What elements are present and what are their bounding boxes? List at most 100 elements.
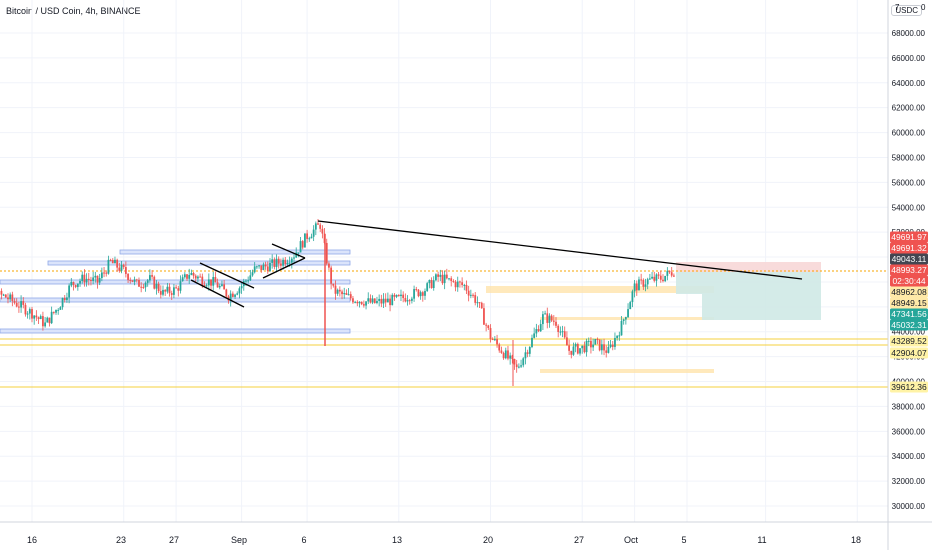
- time-tick-label: 20: [483, 535, 493, 545]
- candle-body: [295, 252, 298, 258]
- price-tag-label: 42904.07: [891, 348, 927, 358]
- price-tag-bg: [890, 308, 928, 320]
- candle-body: [271, 259, 274, 263]
- candle-body: [563, 331, 566, 338]
- candle-body: [90, 279, 92, 282]
- candle-body: [260, 265, 263, 271]
- candle-body: [507, 350, 509, 359]
- candle-body: [439, 274, 442, 277]
- candle-body: [670, 272, 673, 276]
- candle-body: [550, 315, 553, 321]
- candle-body: [408, 300, 411, 302]
- price-tick-label: 34000.00: [892, 452, 926, 461]
- candle-body: [325, 242, 328, 264]
- candle-body: [266, 266, 269, 272]
- candle-body: [583, 345, 586, 353]
- stop-loss-zone: [676, 262, 702, 272]
- candle-body: [138, 279, 140, 287]
- candle-body: [74, 284, 77, 288]
- candle-body: [546, 313, 549, 323]
- candle-body: [116, 259, 119, 268]
- price-tag-label: 48949.15: [891, 298, 927, 308]
- candle-body: [417, 289, 420, 297]
- candle-body: [581, 345, 584, 349]
- candle-body: [142, 286, 145, 288]
- candle-body: [404, 298, 407, 302]
- candle-body: [662, 279, 664, 282]
- candle-body: [293, 257, 295, 259]
- candle-body: [635, 283, 638, 291]
- candle-body: [498, 344, 501, 351]
- candle-body: [338, 289, 341, 292]
- candle-body: [397, 294, 400, 297]
- candle-body: [555, 321, 557, 326]
- resistance-band: [486, 286, 714, 293]
- candle-body: [9, 294, 12, 300]
- candle-body: [216, 282, 219, 288]
- candle-body: [624, 317, 627, 320]
- candle-body: [146, 280, 149, 283]
- price-tag-label: 43289.52: [891, 336, 927, 346]
- candle-body: [107, 259, 110, 274]
- candle-body: [620, 320, 623, 336]
- candle-body: [592, 344, 595, 348]
- candle-body: [314, 223, 317, 230]
- price-tick-label: 7: [895, 3, 900, 12]
- candle-body: [600, 344, 603, 351]
- candle-body: [52, 311, 55, 313]
- support-band: [47, 260, 351, 266]
- candle-body: [236, 293, 239, 295]
- candle-body: [2, 294, 5, 296]
- candle-body: [334, 285, 337, 294]
- candle-body: [118, 267, 121, 271]
- candle-body: [319, 224, 322, 229]
- zone-band: [540, 317, 714, 320]
- candle-body: [489, 328, 492, 340]
- candle-body: [48, 317, 51, 324]
- candle-body: [511, 355, 514, 360]
- candle-body: [369, 298, 372, 303]
- price-tick-label: 44000.00: [892, 328, 926, 337]
- price-tag-bg: [890, 253, 928, 265]
- candle-body: [188, 274, 191, 279]
- time-tick-label: 18: [851, 535, 861, 545]
- candle-body: [426, 283, 429, 292]
- candle-body: [579, 348, 581, 354]
- candle-body: [513, 359, 516, 365]
- candle-body: [531, 337, 533, 347]
- price-tag-label: 49043.11: [892, 254, 927, 264]
- candle-body: [310, 236, 313, 239]
- candle-body: [127, 273, 129, 280]
- price-tag-bg: [890, 286, 928, 298]
- candle-body: [304, 233, 306, 248]
- candle-body: [646, 279, 649, 285]
- candle-body: [421, 292, 424, 296]
- time-tick-label: 27: [574, 535, 584, 545]
- candle-body: [400, 294, 402, 297]
- candle-body: [631, 291, 634, 303]
- price-tag-bg: [890, 381, 928, 393]
- candle-body: [480, 302, 483, 309]
- candle-body: [76, 283, 79, 288]
- candle-body: [120, 264, 123, 271]
- candle-body: [210, 279, 212, 286]
- candle-body: [542, 314, 544, 325]
- candle-body: [238, 288, 241, 294]
- candle-body: [24, 304, 27, 315]
- time-tick-label: 6: [301, 535, 306, 545]
- candle-body: [11, 294, 14, 301]
- time-tick-label: 11: [757, 535, 766, 545]
- candle-body: [664, 275, 667, 282]
- candle-body: [33, 315, 36, 319]
- candle-body: [179, 281, 182, 291]
- time-tick-label: 16: [27, 535, 37, 545]
- currency-badge[interactable]: USDC: [891, 5, 922, 16]
- price-tag-bg: [890, 297, 928, 309]
- candle-body: [524, 352, 527, 359]
- candle-body: [66, 297, 68, 301]
- candle-body: [561, 331, 564, 333]
- candle-body: [605, 350, 608, 353]
- candle-body: [183, 274, 186, 278]
- candle-body: [659, 275, 662, 280]
